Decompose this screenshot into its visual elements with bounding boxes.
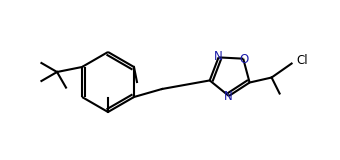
Text: Cl: Cl <box>296 54 308 67</box>
Text: N: N <box>214 50 223 63</box>
Text: N: N <box>223 90 232 104</box>
Text: O: O <box>240 53 249 66</box>
